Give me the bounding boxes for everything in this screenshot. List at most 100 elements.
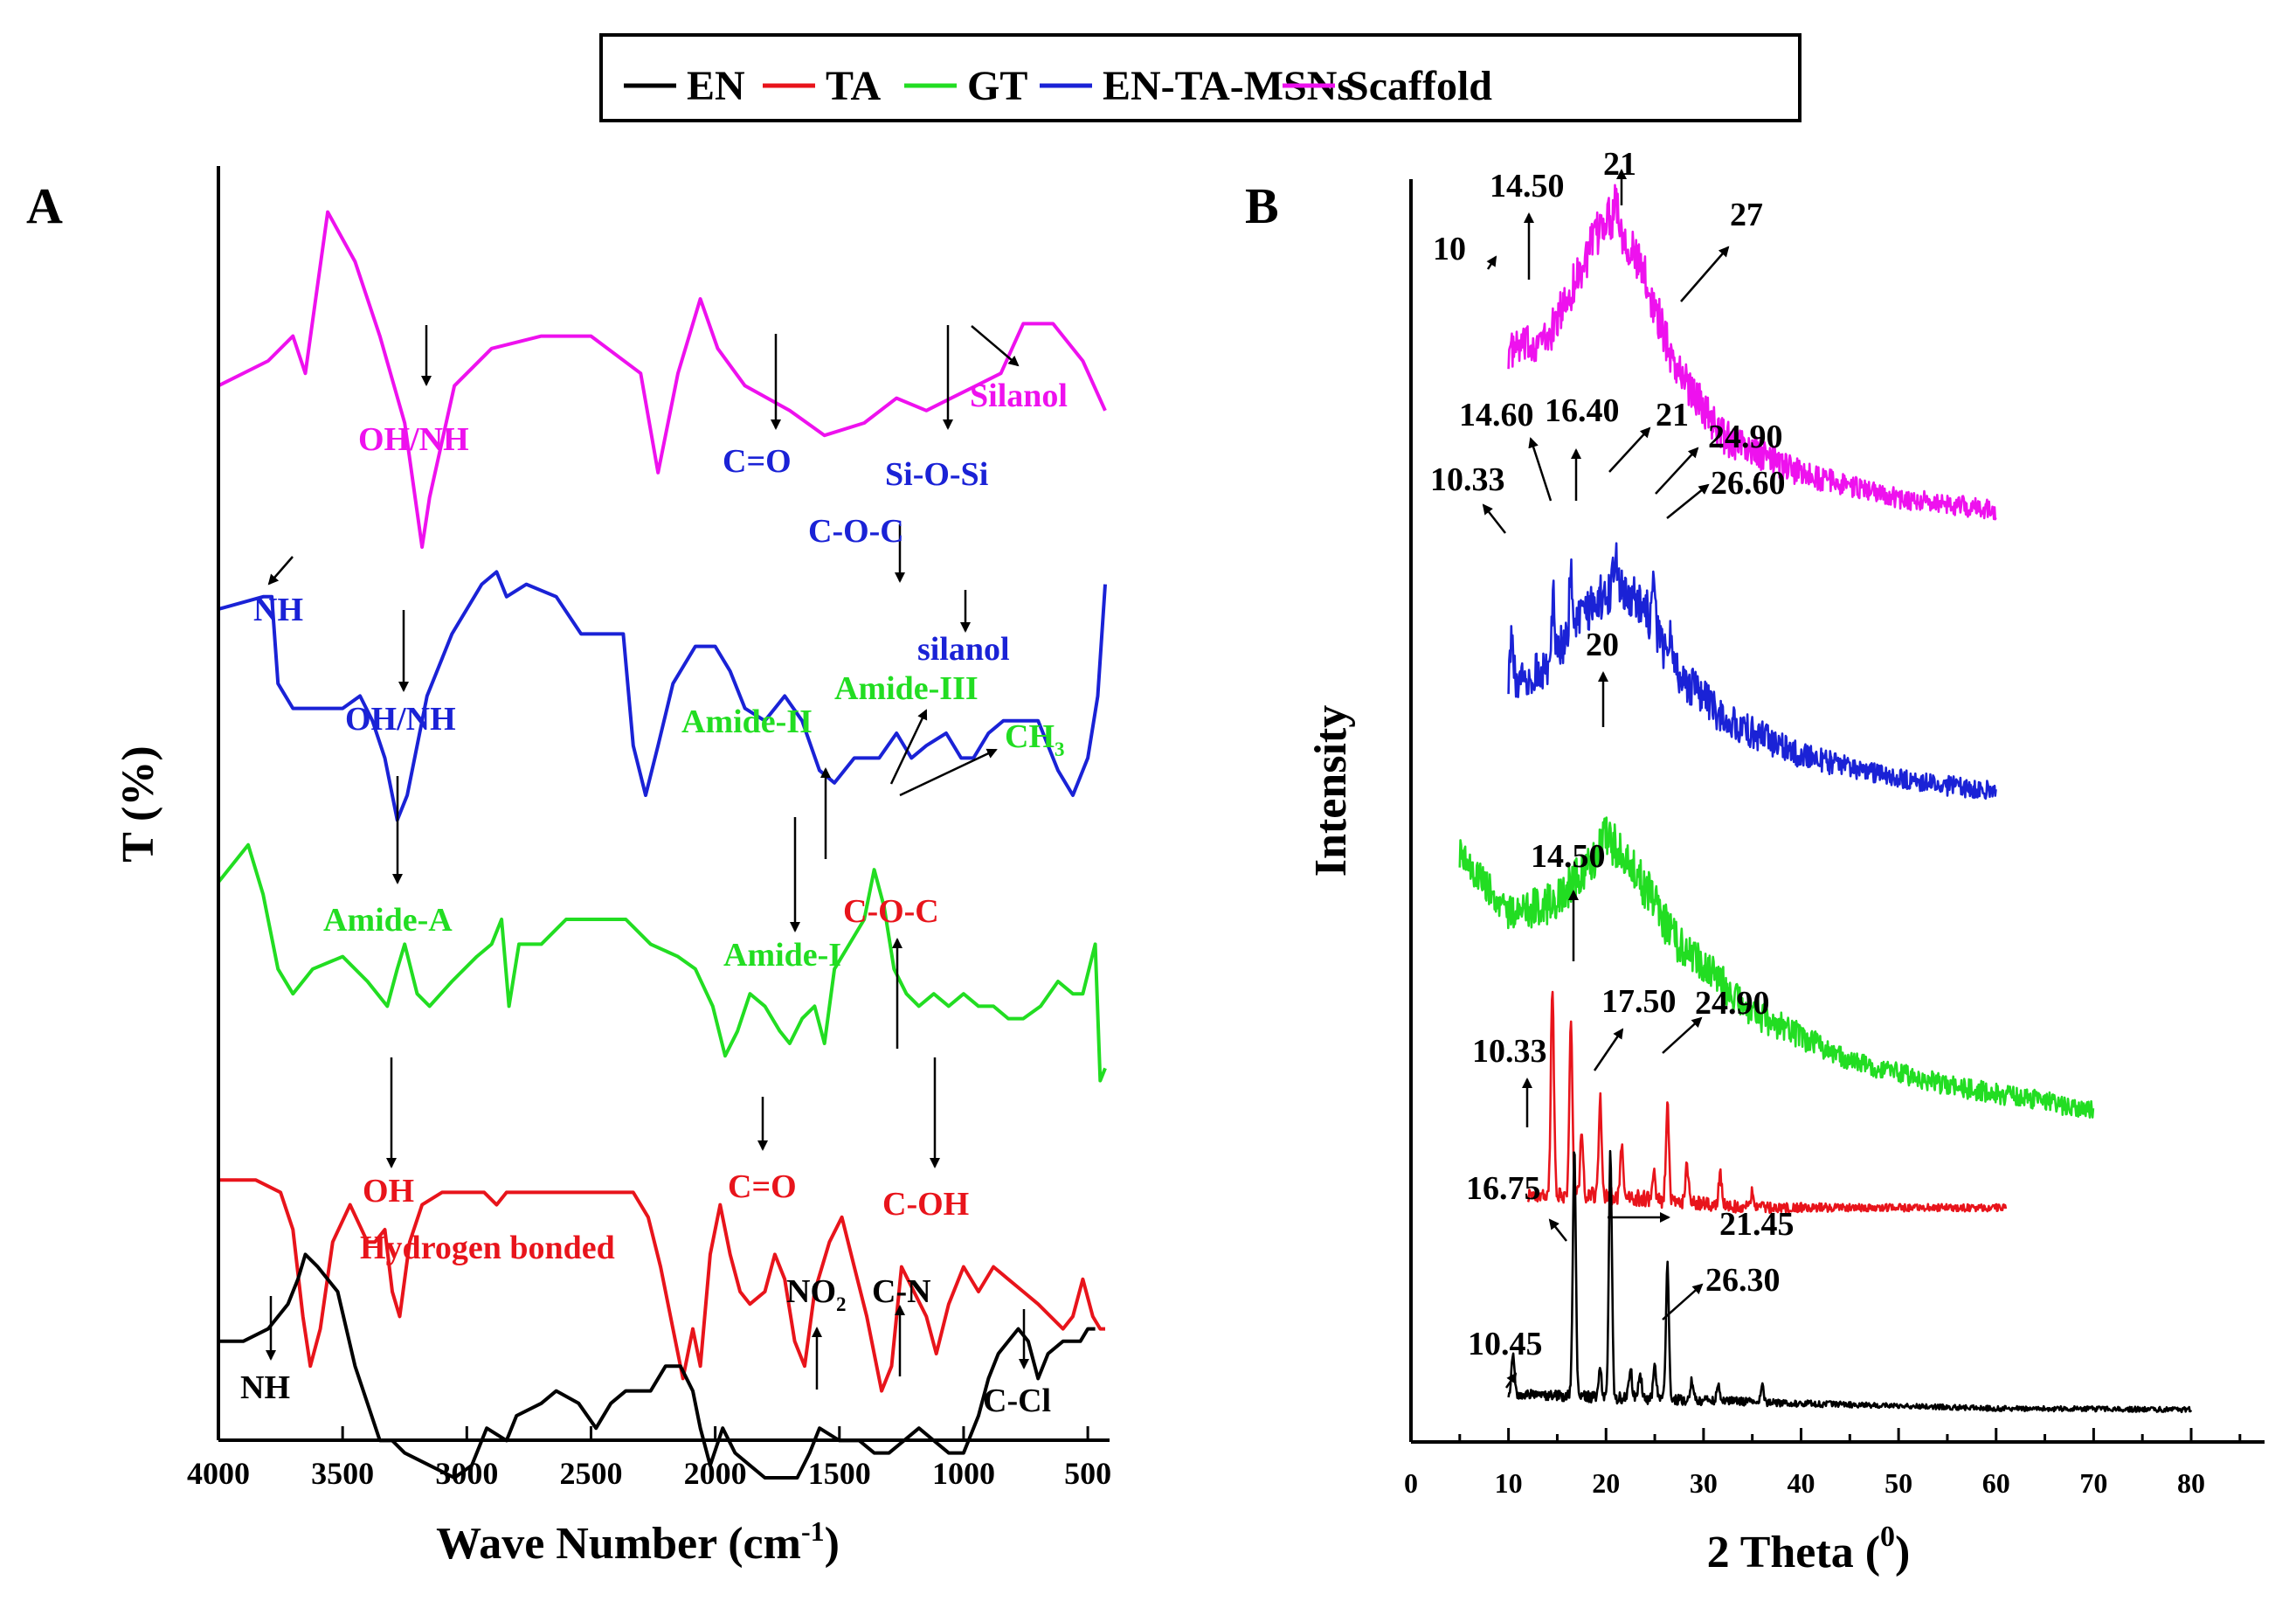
panel-b-tick-label-80: 80: [2177, 1467, 2205, 1499]
annotation-arrow: [1655, 447, 1699, 495]
annotation-24-90: 24.90: [1708, 419, 1783, 455]
annotation-10-33: 10.33: [1472, 1033, 1547, 1070]
annotation-c-o: C=O: [728, 1168, 797, 1205]
panel-label-b: B: [1245, 177, 1279, 234]
annotation-26-30: 26.30: [1705, 1262, 1781, 1299]
annotation-c-o-c: C-O-C: [808, 513, 904, 550]
annotation-arrow: [1548, 1218, 1567, 1242]
annotation-10-45: 10.45: [1468, 1326, 1543, 1362]
annotation-14-50: 14.50: [1490, 168, 1565, 204]
annotation-arrow: [971, 325, 1020, 367]
annotation-amide-i: Amide-I: [723, 937, 841, 974]
annotation-16-40: 16.40: [1545, 392, 1620, 429]
panel-b-tick-label-20: 20: [1592, 1467, 1620, 1499]
panel-a-tick-label-1000: 1000: [932, 1456, 995, 1491]
annotation-c-n: C-N: [872, 1273, 931, 1310]
panel-b-tick-label-30: 30: [1690, 1467, 1718, 1499]
annotation-14-50: 14.50: [1531, 838, 1606, 875]
annotation-nh: NH: [253, 592, 303, 628]
annotation-hydrogen-bonded: Hydrogen bonded: [360, 1230, 615, 1266]
panel-b: 0 10 20 30 40 50 60 70 80 2 Theta (0) Intensity …: [1306, 146, 2265, 1577]
annotation-c-oh: C-OH: [882, 1186, 969, 1223]
annotation-arrow: [889, 709, 928, 785]
annotation-c-o-c: C-O-C: [843, 893, 939, 930]
annotation-oh: OH: [363, 1173, 414, 1209]
panel-a-tick-label-3500: 3500: [311, 1456, 374, 1491]
ftir-line-ta: [218, 1178, 1105, 1393]
annotation-oh-nh: OH/NH: [345, 701, 456, 738]
legend-label-gt: GT: [967, 63, 1027, 109]
annotation-oh-nh: OH/NH: [358, 421, 469, 458]
panel-label-a: A: [26, 177, 63, 234]
panel-a-tick-label-2000: 2000: [684, 1456, 747, 1491]
annotation-14-60: 14.60: [1459, 397, 1534, 433]
xrd-line-ta: [1526, 990, 2008, 1215]
panel-a-x-label: Wave Number (cm-1): [436, 1515, 840, 1569]
annotation-no: NO2: [786, 1273, 847, 1315]
annotation-arrow: [899, 748, 998, 797]
panel-a-tick-label-500: 500: [1064, 1456, 1111, 1491]
annotation-16-75: 16.75: [1466, 1170, 1541, 1207]
annotation-arrow: [1528, 437, 1553, 502]
panel-b-y-label: Intensity: [1306, 705, 1356, 877]
legend-box: [599, 33, 1802, 122]
ftir-line-en-ta-msns: [218, 570, 1107, 822]
annotation-nh: NH: [240, 1369, 290, 1406]
annotation-27: 27: [1730, 197, 1763, 233]
panel-b-tick-label-60: 60: [1982, 1467, 2010, 1499]
annotation-20: 20: [1586, 627, 1619, 663]
annotation-arrow: [1482, 503, 1506, 534]
annotation-10: 10: [1433, 231, 1466, 267]
annotation-c-o: C=O: [723, 443, 792, 480]
annotation-26-60: 26.60: [1711, 465, 1786, 502]
annotation-arrow: [1504, 1372, 1518, 1389]
xrd-line-gt: [1458, 816, 2095, 1119]
xrd-line-en-ta-msns: [1507, 542, 1997, 801]
panel-a-y-label: T (%): [114, 745, 163, 862]
annotation-silanol: Silanol: [970, 378, 1068, 414]
annotation-ch: CH3: [1005, 718, 1065, 760]
xrd-line-scaffold: [1507, 184, 1997, 521]
annotation-amide-iii: Amide-III: [834, 670, 979, 707]
annotation-silanol: silanol: [917, 631, 1010, 668]
panel-b-tick-label-0: 0: [1404, 1467, 1418, 1499]
annotation-arrow: [1662, 1016, 1703, 1054]
ftir-line-en: [218, 1252, 1096, 1480]
panel-b-tick-label-10: 10: [1495, 1467, 1523, 1499]
annotation-arrow: [1680, 246, 1730, 302]
annotation-arrow: [267, 556, 294, 586]
annotation-arrow: [1486, 255, 1497, 270]
panel-b-x-label: 2 Theta (0): [1707, 1521, 1911, 1577]
annotation-17-50: 17.50: [1601, 983, 1677, 1020]
annotation-arrow: [1662, 1283, 1704, 1320]
annotation-arrow: [1593, 1028, 1624, 1071]
annotation-24-90: 24.90: [1695, 985, 1770, 1022]
annotation-10-33: 10.33: [1430, 461, 1505, 498]
annotation-21-45: 21.45: [1719, 1206, 1795, 1243]
ftir-line-gt: [217, 842, 1107, 1083]
annotation-amide-ii: Amide-II: [681, 704, 813, 740]
legend-label-en: EN: [687, 63, 745, 109]
annotation-arrow: [1666, 483, 1710, 519]
panel-a-tick-label-1500: 1500: [808, 1456, 871, 1491]
panel-b-tick-label-40: 40: [1788, 1467, 1815, 1499]
xrd-line-en: [1507, 1149, 2193, 1414]
legend-label-ta: TA: [826, 63, 881, 109]
annotation-amide-a: Amide-A: [323, 902, 453, 939]
legend-label-scaffold: Scaffold: [1345, 63, 1492, 109]
annotation-21: 21: [1603, 146, 1636, 183]
annotation-c-cl: C-Cl: [983, 1383, 1051, 1419]
panel-a-tick-label-3000: 3000: [435, 1456, 498, 1491]
annotation-21: 21: [1656, 397, 1689, 433]
panel-b-tick-label-70: 70: [2079, 1467, 2107, 1499]
panel-a-tick-label-2500: 2500: [559, 1456, 622, 1491]
panel-b-tick-label-50: 50: [1885, 1467, 1912, 1499]
annotation-si-o-si: Si-O-Si: [885, 456, 988, 493]
annotation-arrow: [1608, 426, 1651, 473]
panel-a-tick-label-4000: 4000: [187, 1456, 250, 1491]
ftir-line-scaffold: [218, 210, 1107, 549]
panel-a: 4000 3500 3000 2500 2000 1500 1000 500 Wave Num…: [114, 166, 1111, 1569]
